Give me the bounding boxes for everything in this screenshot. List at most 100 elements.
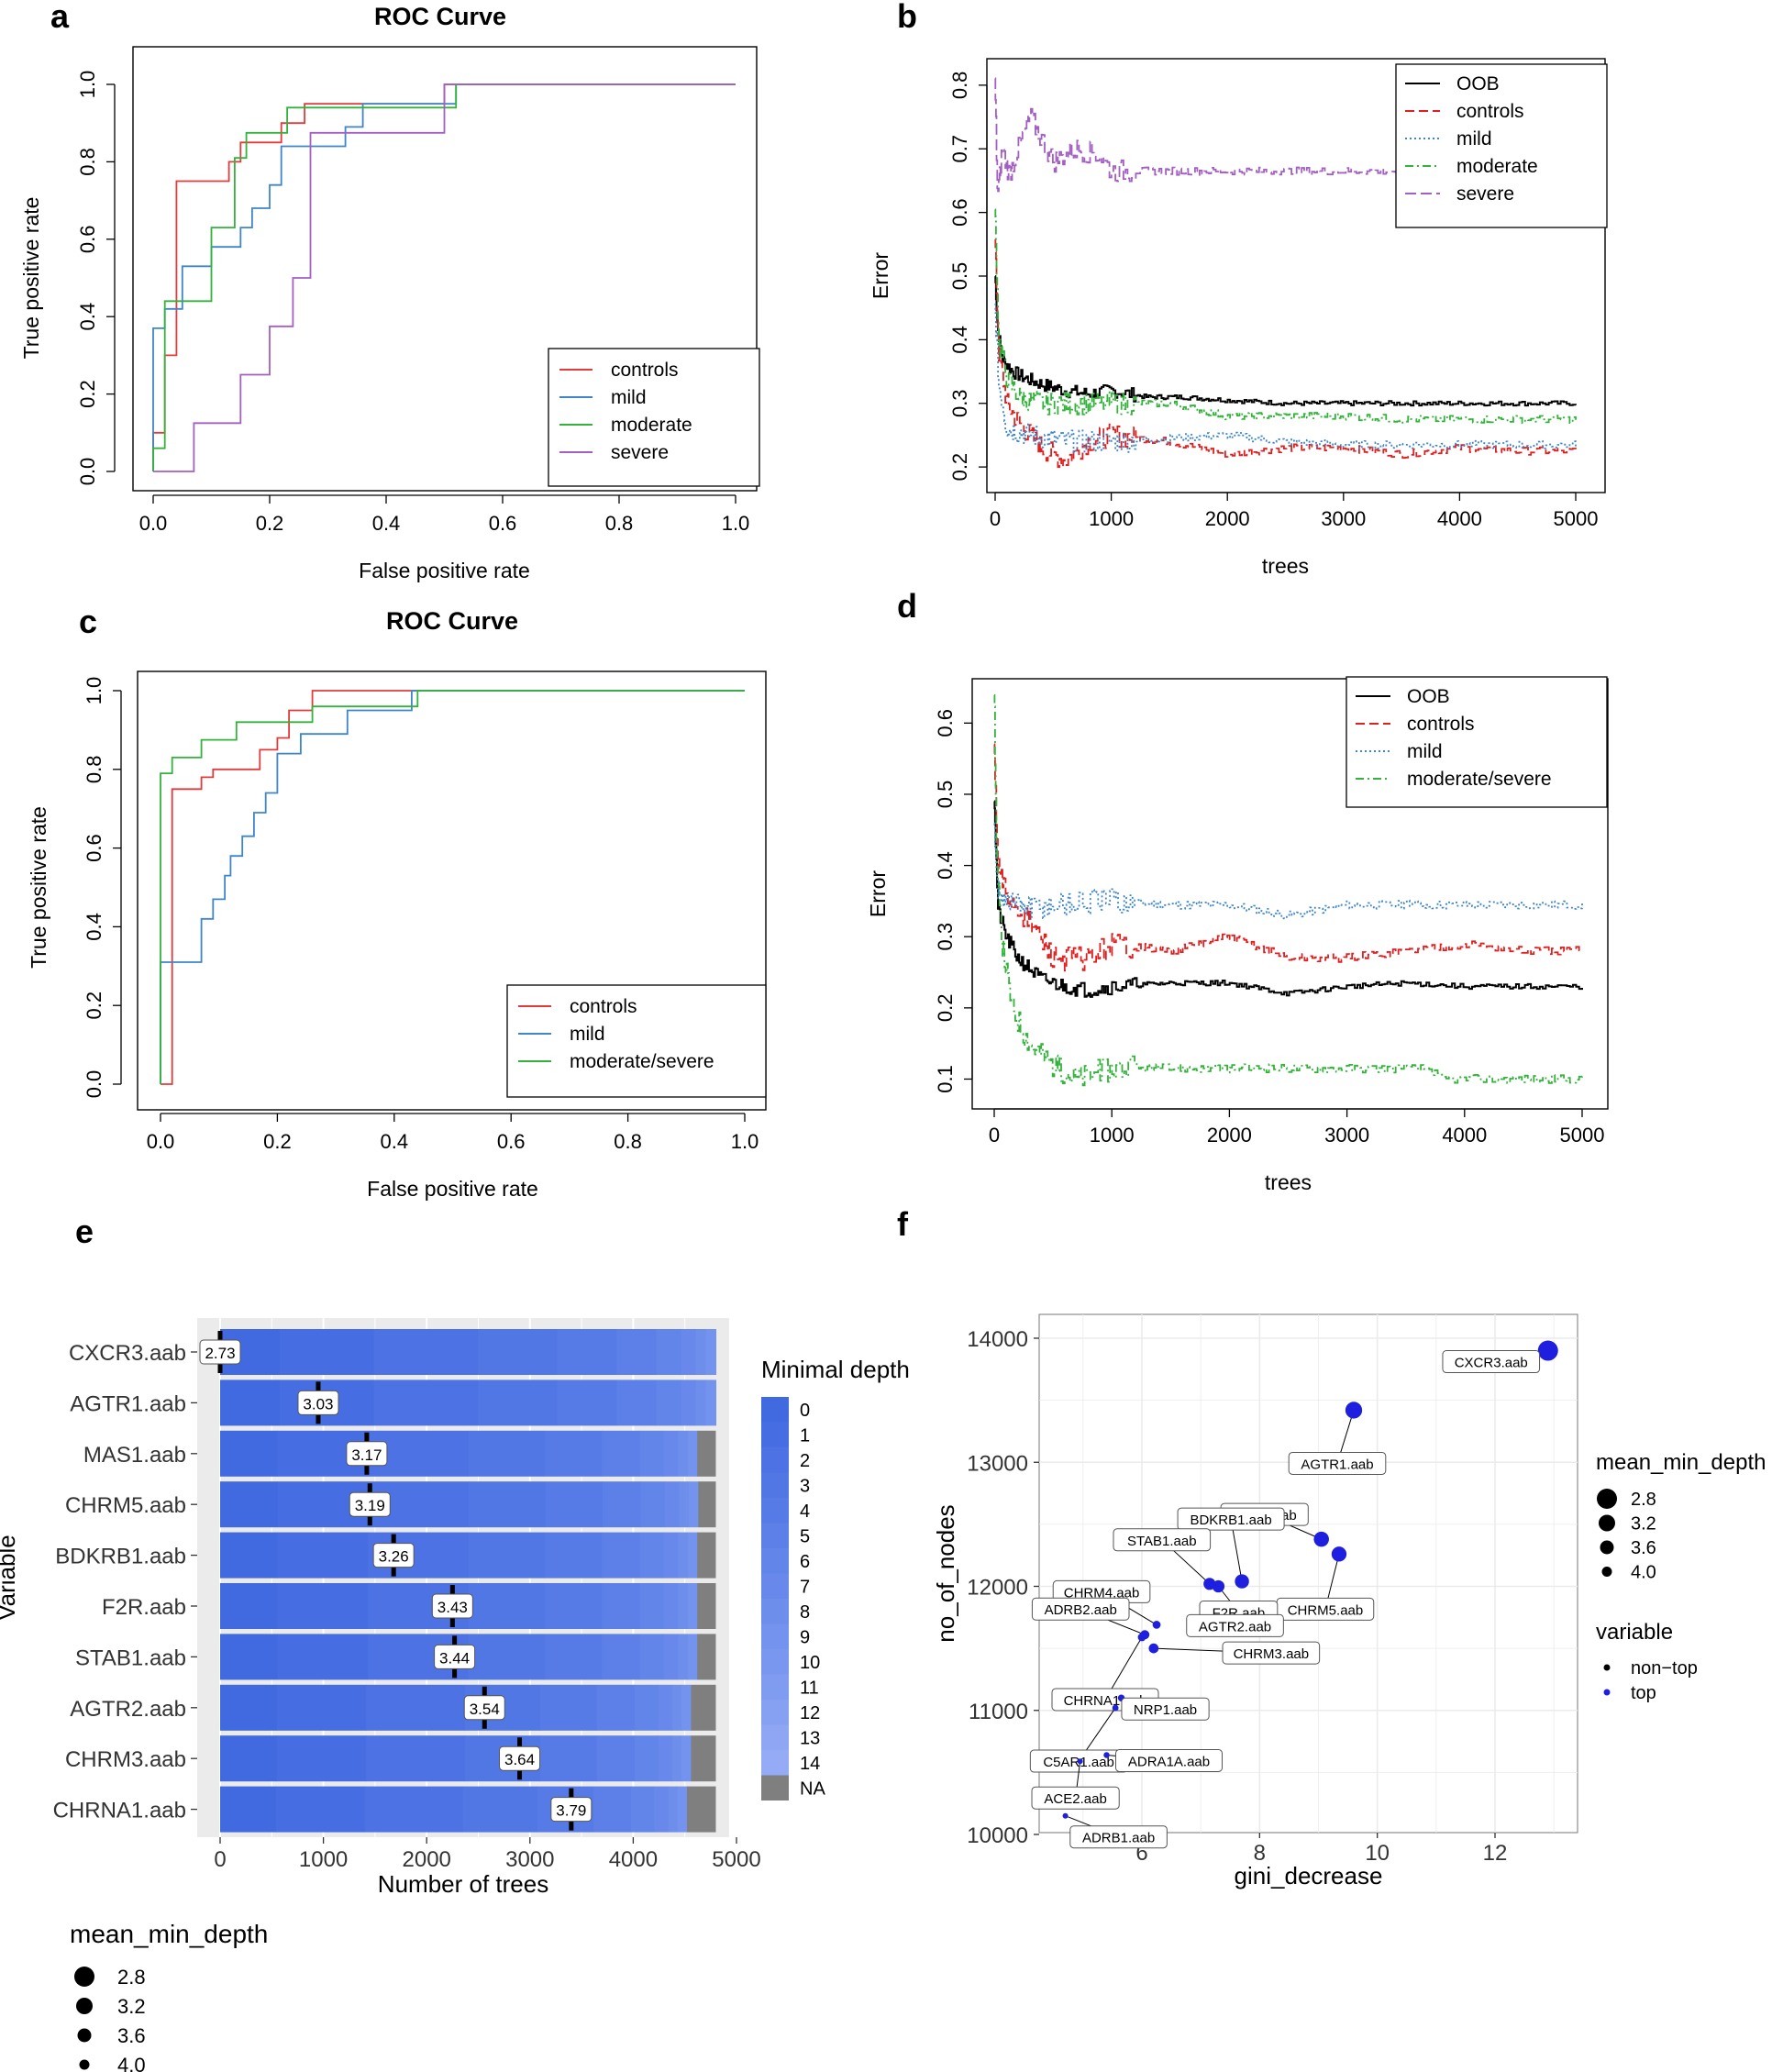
x-tick-label: 0.2 <box>263 1130 292 1153</box>
depth-segment <box>695 1379 707 1426</box>
legend-box <box>1346 676 1608 808</box>
scatter-chart-f: 6 8 10 121000011000120001300014000gini_decr… <box>932 1313 1766 1889</box>
legend-swatch <box>761 1447 789 1473</box>
size-legend-dot <box>77 2028 92 2043</box>
legend-label: 10 <box>800 1653 820 1673</box>
depth-segment <box>602 1634 641 1680</box>
depth-segment <box>544 1532 603 1579</box>
y-axis-label: no_of_nodes <box>932 1504 959 1642</box>
mean-label: 3.17 <box>346 1441 388 1467</box>
series-line-mild <box>994 303 1577 454</box>
mean-label-box <box>297 1390 339 1415</box>
mean-label-text: 3.43 <box>437 1599 468 1616</box>
y-tick-label: 1.0 <box>76 71 99 99</box>
legend-swatch <box>761 1573 789 1599</box>
point-label: CXCR3.aab <box>1442 1350 1541 1374</box>
mean-label: 3.43 <box>431 1593 473 1619</box>
y-tick-label: 12000 <box>967 1576 1028 1601</box>
depth-segment <box>678 1583 689 1629</box>
depth-segment <box>277 1532 369 1579</box>
depth-segment <box>668 1786 679 1833</box>
depth-segment <box>220 1684 278 1731</box>
y-tick-label: 1.0 <box>83 677 105 705</box>
mean-label-text: 3.44 <box>439 1649 470 1667</box>
x-tick-label: 1.0 <box>731 1130 759 1153</box>
category-label: AGTR1.aab <box>70 1391 186 1416</box>
mean-label: 3.19 <box>349 1491 391 1517</box>
mean-label-box <box>550 1797 592 1823</box>
legend-swatch <box>761 1700 789 1725</box>
legend-label: mild <box>570 1024 605 1045</box>
depth-segment <box>544 1634 603 1680</box>
point-label-text: AGTR2.aab <box>1199 1619 1271 1634</box>
depth-segment <box>220 1634 278 1680</box>
mean-label: 3.44 <box>434 1644 476 1669</box>
depth-segment <box>469 1481 547 1528</box>
category-label: AGTR2.aab <box>70 1697 186 1722</box>
category-label: CHRNA1.aab <box>53 1799 186 1823</box>
roc-chart-a: 0.0 0.2 0.4 0.6 0.8 1.0 0.0 0.2 0.4 0.6 0.8 1.0 Fals… <box>19 3 760 582</box>
depth-segment <box>663 1532 679 1579</box>
legend-label: controls <box>1456 101 1524 122</box>
mean-label-text: 3.54 <box>470 1701 500 1718</box>
depth-segment <box>276 1684 367 1731</box>
size-legend-dot <box>1600 1540 1614 1555</box>
x-axis-label: Number of trees <box>378 1870 548 1898</box>
panel-letter-c: c <box>79 603 97 640</box>
panel-letter-b: b <box>897 0 917 35</box>
y-tick-label: 0.6 <box>76 226 99 254</box>
point-label: ACE2.aab <box>1031 1786 1120 1810</box>
x-tick-label: 0.0 <box>147 1130 175 1153</box>
size-legend-title: mean_min_depth <box>1596 1450 1766 1475</box>
depth-segment <box>220 1379 281 1426</box>
point-label-text: STAB1.aab <box>1127 1534 1197 1549</box>
y-tick-label: 0.4 <box>948 326 971 354</box>
y-axis-label: Variable <box>0 1535 20 1620</box>
data-point <box>1148 1643 1159 1654</box>
y-axis-label: Error <box>866 870 890 917</box>
point-label: CHRM3.aab <box>1222 1641 1321 1665</box>
legend-label: 6 <box>800 1552 810 1572</box>
depth-segment <box>596 1684 636 1731</box>
point-label: BDKRB1.aab <box>1177 1507 1285 1531</box>
y-axis-label: Error <box>869 252 892 299</box>
mean-label-box <box>431 1593 473 1619</box>
depth-segment <box>277 1634 369 1680</box>
depth-segment <box>656 1329 682 1375</box>
legend-swatch <box>761 1674 789 1700</box>
point-label-text: AGTR1.aab <box>1301 1457 1373 1472</box>
legend-label: 3 <box>800 1477 810 1497</box>
size-legend-label: 4.0 <box>117 2054 146 2072</box>
category-label: CHRM5.aab <box>65 1493 186 1518</box>
depth-segment <box>639 1430 665 1477</box>
panel-letter-a: a <box>50 0 70 35</box>
point-label-text: CHRM3.aab <box>1234 1646 1310 1662</box>
legend-label: severe <box>1456 183 1514 205</box>
depth-segment <box>602 1430 641 1477</box>
point-label-text: ADRB1.aab <box>1082 1831 1155 1846</box>
depth-chart-e: 2.73 CXCR3.aab 3.03 AGTR1.aab 3.17 MAS1.aab 3.… <box>0 1318 910 2072</box>
y-tick-label: 0.2 <box>934 994 957 1023</box>
mean-label-box <box>199 1339 241 1365</box>
y-tick-label: 0.8 <box>83 756 105 784</box>
depth-segment <box>695 1329 707 1375</box>
depth-segment <box>276 1786 366 1833</box>
mean-label-box <box>499 1745 541 1771</box>
series-line-mild <box>160 690 745 1084</box>
depth-segment <box>681 1684 692 1731</box>
na-segment <box>691 1684 716 1731</box>
depth-segment <box>671 1735 682 1782</box>
mean-label: 3.79 <box>550 1797 592 1823</box>
legend-swatch <box>761 1775 789 1801</box>
x-tick-label: 12 <box>1483 1841 1508 1866</box>
depth-segment <box>468 1532 546 1579</box>
mean-label: 3.54 <box>463 1695 505 1721</box>
depth-segment <box>630 1786 655 1833</box>
depth-segment <box>373 1329 479 1375</box>
depth-segment <box>654 1786 670 1833</box>
legend-label: mild <box>611 387 647 408</box>
color-legend-label: top <box>1631 1683 1656 1703</box>
legend-label: NA <box>800 1779 825 1800</box>
depth-segment <box>639 1532 665 1579</box>
legend-box <box>506 984 767 1098</box>
